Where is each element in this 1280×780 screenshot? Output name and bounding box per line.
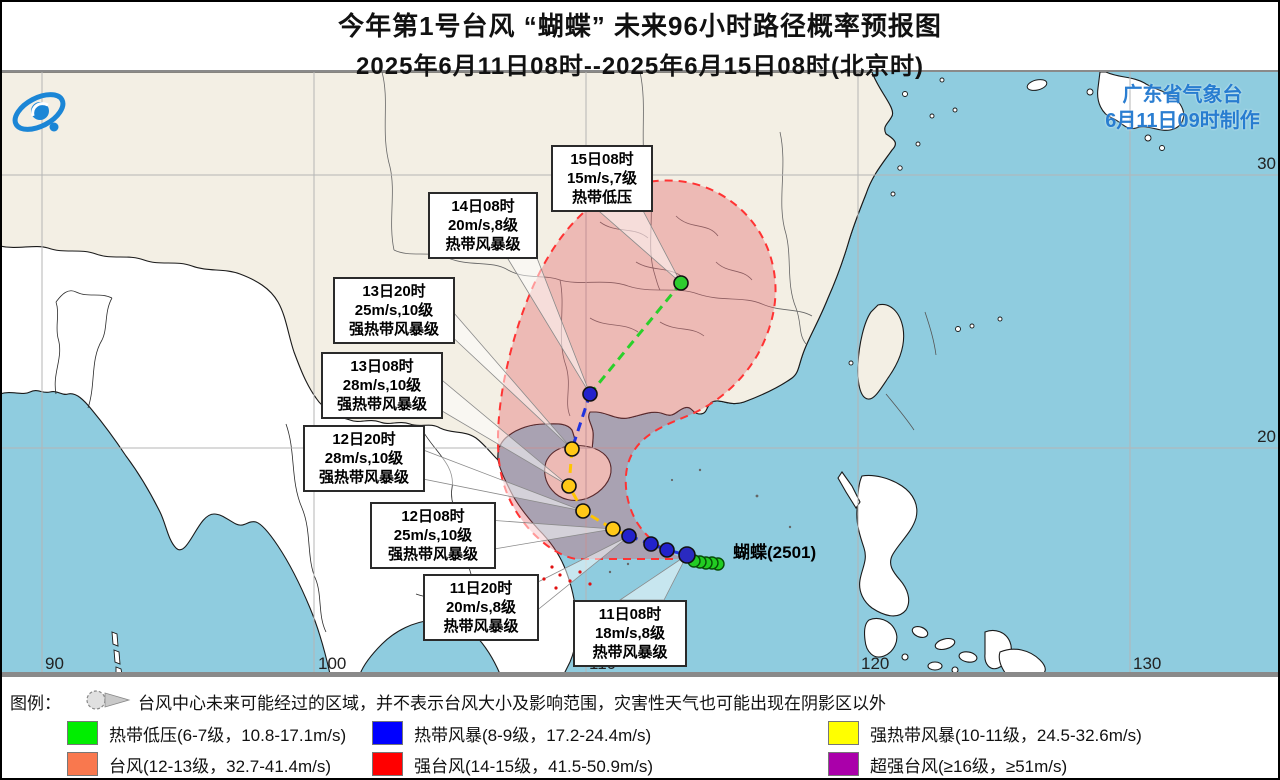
lat-label-20: 20 <box>1257 427 1276 446</box>
swatch-super-typhoon <box>828 752 859 776</box>
page-subtitle: 2025年6月11日08时--2025年6月15日08时(北京时) <box>356 53 924 80</box>
map-area: 广东省气象台 6月11日09时制作 15日08时 15m/s,7级 热带低压 1… <box>0 70 1280 674</box>
coastlines-group <box>0 72 1185 674</box>
swatch-tropical-depression <box>67 721 98 745</box>
point-15d08h <box>673 275 689 291</box>
forecast-label-box-11d20h: 11日20时 20m/s,8级 热带风暴级 <box>423 574 539 641</box>
forecast-wind: 15m/s,7级 <box>566 170 638 187</box>
lat-label-30: 30 <box>1257 154 1276 173</box>
forecast-label-box-12d20h: 12日20时 28m/s,10级 强热带风暴级 <box>303 425 425 492</box>
forecast-points <box>561 275 696 564</box>
forecast-category: 强热带风暴级 <box>336 396 427 413</box>
legend-item-severe-typhoon: 强台风(14-15级，41.5-50.9m/s) <box>372 752 653 776</box>
forecast-label-box-11d08h: 11日08时 18m/s,8级 热带风暴级 <box>573 600 687 667</box>
forecast-time: 13日20时 <box>362 283 426 300</box>
swatch-typhoon <box>67 752 98 776</box>
forecast-time: 11日08时 <box>598 606 662 623</box>
storm-name-label: 蝴蝶(2501) <box>733 543 817 562</box>
legend-cone-note: 台风中心未来可能经过的区域，并不表示台风大小及影响范围，灾害性天气也可能出现在阴… <box>138 694 886 713</box>
lon-label-100: 100 <box>318 654 347 673</box>
forecast-label-box-14d08h: 14日08时 20m/s,8级 热带风暴级 <box>428 192 538 259</box>
watermark: 广东省气象台 6月11日09时制作 <box>1085 82 1280 134</box>
boundary-arcs <box>885 311 937 431</box>
forecast-wind: 25m/s,10级 <box>393 527 473 544</box>
legend-item-super-typhoon: 超强台风(≥16级，≥51m/s) <box>828 752 1067 776</box>
cone-symbol-icon <box>84 686 134 719</box>
forecast-category: 热带风暴级 <box>592 644 668 661</box>
lon-label-120: 120 <box>861 654 890 673</box>
page-title: 今年第1号台风 “蝴蝶” 未来96小时路径概率预报图 <box>338 11 942 41</box>
forecast-category: 热带低压 <box>571 189 632 206</box>
forecast-label-box-13d20h: 13日20时 25m/s,10级 强热带风暴级 <box>333 277 455 344</box>
legend-item-tropical-depression: 热带低压(6-7级，10.8-17.1m/s) <box>67 721 346 745</box>
legend-prefix: 图例： <box>10 694 61 713</box>
point-13d20h <box>564 441 580 457</box>
forecast-time: 11日20时 <box>449 580 513 597</box>
forecast-wind: 20m/s,8级 <box>447 217 519 234</box>
small-islands <box>848 77 1165 366</box>
legend-item-severe-tropical-storm: 强热带风暴(10-11级，24.5-32.6m/s) <box>828 721 1142 745</box>
forecast-wind: 28m/s,10级 <box>324 450 404 467</box>
forecast-label-box-12d08h: 12日08时 25m/s,10级 强热带风暴级 <box>370 502 496 569</box>
title-block: 今年第1号台风 “蝴蝶” 未来96小时路径概率预报图 2025年6月11日08时… <box>0 0 1280 80</box>
point-11d20h <box>621 528 637 544</box>
lon-label-130: 130 <box>1133 654 1162 673</box>
reef-marks <box>542 468 792 590</box>
forecast-time: 14日08时 <box>451 198 515 215</box>
forecast-category: 强热带风暴级 <box>387 546 478 563</box>
forecast-wind: 28m/s,10级 <box>342 377 422 394</box>
current-position-point <box>678 546 696 564</box>
taiwan-island <box>857 303 905 400</box>
watermark-line1: 广东省气象台 <box>1122 84 1243 106</box>
forecast-time: 15日08时 <box>570 151 634 168</box>
watermark-line2: 6月11日09时制作 <box>1105 110 1260 132</box>
point-14d08h <box>582 386 598 402</box>
forecast-time: 12日08时 <box>401 508 465 525</box>
forecast-category: 强热带风暴级 <box>318 469 409 486</box>
callout-beams <box>417 204 689 617</box>
philippines-islands <box>837 471 1046 674</box>
swatch-severe-tropical-storm <box>828 721 859 745</box>
forecast-label-box-13d08h: 13日08时 28m/s,10级 强热带风暴级 <box>321 352 443 419</box>
legend: 图例： 台风中心未来可能经过的区域，并不表示台风大小及影响范围，灾害性天气也可能… <box>0 672 1280 780</box>
forecast-category: 热带风暴级 <box>443 618 519 635</box>
forecast-category: 热带风暴级 <box>445 236 521 253</box>
point-12d20h <box>575 503 591 519</box>
forecast-category: 强热带风暴级 <box>348 321 439 338</box>
kyushu-island <box>1097 72 1185 131</box>
forecast-wind: 18m/s,8级 <box>594 625 666 642</box>
forecast-label-box-15d08h: 15日08时 15m/s,7级 热带低压 <box>551 145 653 212</box>
lon-label-90: 90 <box>45 654 64 673</box>
past-track-points <box>687 554 725 571</box>
typhoon-probability-cone <box>496 179 777 560</box>
swatch-severe-typhoon <box>372 752 403 776</box>
legend-item-typhoon: 台风(12-13级，32.7-41.4m/s) <box>67 752 331 776</box>
legend-item-tropical-storm: 热带风暴(8-9级，17.2-24.4m/s) <box>372 721 651 745</box>
forecast-time: 13日08时 <box>350 358 414 375</box>
point-13d08h <box>561 478 577 494</box>
forecast-time: 12日20时 <box>332 431 396 448</box>
forecast-wind: 20m/s,8级 <box>445 599 517 616</box>
forecast-wind: 25m/s,10级 <box>354 302 434 319</box>
point-12d08h <box>605 521 621 537</box>
swatch-tropical-storm <box>372 721 403 745</box>
